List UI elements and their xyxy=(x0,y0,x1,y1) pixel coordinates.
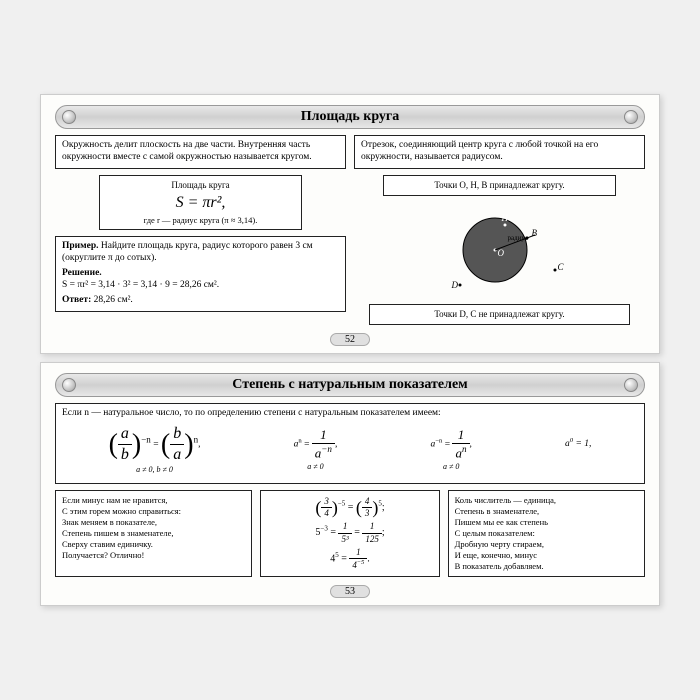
formula-label: Площадь круга xyxy=(110,180,292,191)
page-bottom: Степень с натуральным показателем Если n… xyxy=(40,362,660,606)
solution-label: Решение. xyxy=(62,268,339,280)
pagenum-2: 53 xyxy=(55,581,645,599)
page-top: Площадь круга Окружность делит плоскость… xyxy=(40,94,660,354)
ex2: 5−3 = 15³ = 1125; xyxy=(315,521,384,545)
label-B: B xyxy=(532,228,538,238)
eq3: a−n = 1an, a ≠ 0 xyxy=(431,427,472,472)
label-H: H xyxy=(502,213,509,223)
label-radius: радиус xyxy=(508,234,529,242)
intro: Если n — натуральное число, то по опреде… xyxy=(62,408,638,420)
example-box: Пример. Найдите площадь круга, радиус ко… xyxy=(55,236,346,311)
formula: S = πr², xyxy=(110,191,292,215)
equation-row: (ab)−n = (ba)n, a ≠ 0, b ≠ 0 an = 1a−n, … xyxy=(62,420,638,479)
poem-right: Коль числитель — единица, Степень в знам… xyxy=(448,490,645,577)
answer-label: Ответ: xyxy=(62,295,91,305)
main-formula-box: Если n — натуральное число, то по опреде… xyxy=(55,403,645,484)
poem-left: Если минус нам не нравится, С этим горем… xyxy=(55,490,252,577)
label-C: C xyxy=(558,262,564,272)
eq4: a0 = 1, xyxy=(565,437,591,461)
eq2: an = 1a−n, a ≠ 0 xyxy=(294,427,338,472)
example-title: Пример. xyxy=(62,241,99,251)
page1-title: Площадь круга xyxy=(301,109,400,125)
formula-note: где r — радиус круга (π ≈ 3,14). xyxy=(110,215,292,226)
solution-line: S = πr² = 3,14 · 3² = 3,14 · 9 = 28,26 с… xyxy=(62,280,339,292)
label-D: D xyxy=(452,280,459,290)
diag-caption-bottom: Точки D, C не принадлежат кругу. xyxy=(369,304,631,325)
eq1: (ab)−n = (ba)n, a ≠ 0, b ≠ 0 xyxy=(109,424,201,475)
def-krug: Окружность делит плоскость на две части.… xyxy=(55,135,346,169)
page2-title: Степень с натуральным показателем xyxy=(232,377,467,393)
answer-value: 28,26 см². xyxy=(91,295,133,305)
def-radius: Отрезок, соединяющий центр круга с любой… xyxy=(354,135,645,169)
circle-diagram: O H B D C радиус xyxy=(430,200,570,300)
title-bar-1: Площадь круга xyxy=(55,105,645,129)
title-bar-2: Степень с натуральным показателем xyxy=(55,373,645,397)
formula-box: Площадь круга S = πr², где r — радиус кр… xyxy=(99,175,303,231)
example-text: Найдите площадь круга, радиус которого р… xyxy=(62,241,313,263)
pagenum-1: 52 xyxy=(55,329,645,347)
ex1: (34)−5 = (43)5; xyxy=(315,496,384,520)
ex3: 45 = 14−5. xyxy=(330,547,370,572)
diag-caption-top: Точки O, H, B принадлежат кругу. xyxy=(383,175,616,196)
examples-middle: (34)−5 = (43)5; 5−3 = 15³ = 1125; 45 = 1… xyxy=(260,490,439,577)
label-O: O xyxy=(498,248,505,258)
